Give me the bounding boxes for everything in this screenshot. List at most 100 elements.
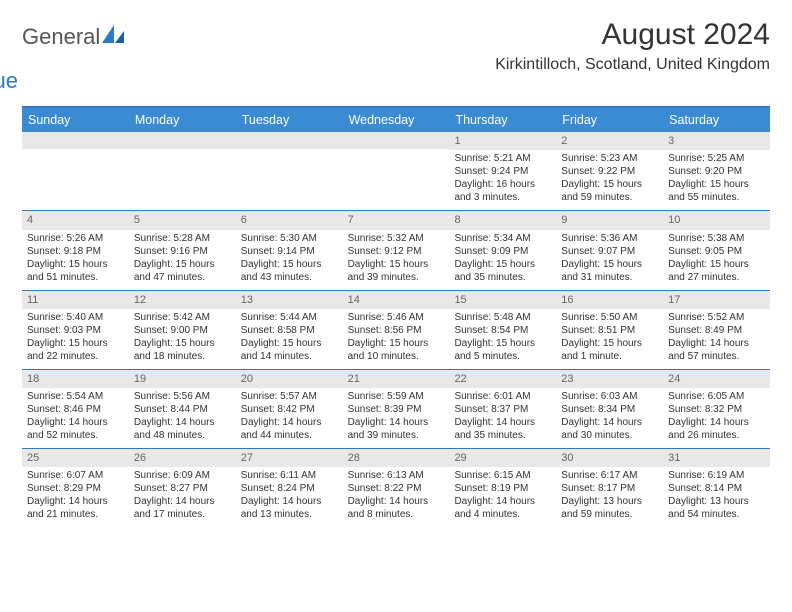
day-cell: 9Sunrise: 5:36 AMSunset: 9:07 PMDaylight… <box>556 211 663 289</box>
daylight: Daylight: 14 hours and 26 minutes. <box>668 416 765 442</box>
daylight: Daylight: 15 hours and 27 minutes. <box>668 258 765 284</box>
weekday-header: Thursday <box>449 108 556 132</box>
day-data: Sunrise: 6:01 AMSunset: 8:37 PMDaylight:… <box>449 388 556 448</box>
day-cell: 7Sunrise: 5:32 AMSunset: 9:12 PMDaylight… <box>343 211 450 289</box>
day-number: 13 <box>236 291 343 309</box>
day-data: Sunrise: 5:50 AMSunset: 8:51 PMDaylight:… <box>556 309 663 369</box>
day-cell: 28Sunrise: 6:13 AMSunset: 8:22 PMDayligh… <box>343 449 450 527</box>
sunset: Sunset: 8:42 PM <box>241 403 338 416</box>
day-cell <box>343 132 450 210</box>
day-data: Sunrise: 5:42 AMSunset: 9:00 PMDaylight:… <box>129 309 236 369</box>
daylight: Daylight: 15 hours and 51 minutes. <box>27 258 124 284</box>
sunset: Sunset: 8:24 PM <box>241 482 338 495</box>
sunset: Sunset: 8:19 PM <box>454 482 551 495</box>
day-number: 19 <box>129 370 236 388</box>
day-data: Sunrise: 5:57 AMSunset: 8:42 PMDaylight:… <box>236 388 343 448</box>
sunrise: Sunrise: 5:40 AM <box>27 311 124 324</box>
sunset: Sunset: 8:44 PM <box>134 403 231 416</box>
day-cell: 6Sunrise: 5:30 AMSunset: 9:14 PMDaylight… <box>236 211 343 289</box>
day-data: Sunrise: 5:30 AMSunset: 9:14 PMDaylight:… <box>236 230 343 290</box>
day-number: 1 <box>449 132 556 150</box>
day-cell: 8Sunrise: 5:34 AMSunset: 9:09 PMDaylight… <box>449 211 556 289</box>
day-data: Sunrise: 6:11 AMSunset: 8:24 PMDaylight:… <box>236 467 343 527</box>
day-number: 14 <box>343 291 450 309</box>
sunset: Sunset: 9:05 PM <box>668 245 765 258</box>
weekday-header: Friday <box>556 108 663 132</box>
day-data <box>236 149 343 157</box>
day-number <box>22 132 129 149</box>
day-data: Sunrise: 5:32 AMSunset: 9:12 PMDaylight:… <box>343 230 450 290</box>
daylight: Daylight: 14 hours and 4 minutes. <box>454 495 551 521</box>
sunrise: Sunrise: 5:46 AM <box>348 311 445 324</box>
sunset: Sunset: 8:56 PM <box>348 324 445 337</box>
daylight: Daylight: 15 hours and 35 minutes. <box>454 258 551 284</box>
sunset: Sunset: 9:18 PM <box>27 245 124 258</box>
day-number: 28 <box>343 449 450 467</box>
sunrise: Sunrise: 6:19 AM <box>668 469 765 482</box>
daylight: Daylight: 15 hours and 18 minutes. <box>134 337 231 363</box>
day-cell: 13Sunrise: 5:44 AMSunset: 8:58 PMDayligh… <box>236 291 343 369</box>
day-data: Sunrise: 6:05 AMSunset: 8:32 PMDaylight:… <box>663 388 770 448</box>
day-cell: 25Sunrise: 6:07 AMSunset: 8:29 PMDayligh… <box>22 449 129 527</box>
sunrise: Sunrise: 5:25 AM <box>668 152 765 165</box>
sunset: Sunset: 8:46 PM <box>27 403 124 416</box>
daylight: Daylight: 14 hours and 30 minutes. <box>561 416 658 442</box>
sunrise: Sunrise: 5:32 AM <box>348 232 445 245</box>
daylight: Daylight: 16 hours and 3 minutes. <box>454 178 551 204</box>
sunset: Sunset: 8:51 PM <box>561 324 658 337</box>
sunrise: Sunrise: 5:23 AM <box>561 152 658 165</box>
sunset: Sunset: 8:39 PM <box>348 403 445 416</box>
day-number: 10 <box>663 211 770 229</box>
sunrise: Sunrise: 6:01 AM <box>454 390 551 403</box>
logo-text-blue: Blue <box>0 68 18 94</box>
daylight: Daylight: 15 hours and 5 minutes. <box>454 337 551 363</box>
sunset: Sunset: 8:49 PM <box>668 324 765 337</box>
daylight: Daylight: 14 hours and 57 minutes. <box>668 337 765 363</box>
sunset: Sunset: 8:27 PM <box>134 482 231 495</box>
sunrise: Sunrise: 6:07 AM <box>27 469 124 482</box>
sunset: Sunset: 8:17 PM <box>561 482 658 495</box>
day-number <box>129 132 236 149</box>
sunrise: Sunrise: 5:42 AM <box>134 311 231 324</box>
day-number: 6 <box>236 211 343 229</box>
sunrise: Sunrise: 6:13 AM <box>348 469 445 482</box>
logo: General Blue <box>22 18 126 94</box>
sunrise: Sunrise: 6:17 AM <box>561 469 658 482</box>
day-data <box>22 149 129 157</box>
day-data: Sunrise: 5:36 AMSunset: 9:07 PMDaylight:… <box>556 230 663 290</box>
calendar-page: General Blue August 2024 Kirkintilloch, … <box>0 0 792 545</box>
daylight: Daylight: 15 hours and 1 minute. <box>561 337 658 363</box>
day-data: Sunrise: 5:59 AMSunset: 8:39 PMDaylight:… <box>343 388 450 448</box>
day-data <box>343 149 450 157</box>
daylight: Daylight: 15 hours and 31 minutes. <box>561 258 658 284</box>
day-data: Sunrise: 5:23 AMSunset: 9:22 PMDaylight:… <box>556 150 663 210</box>
daylight: Daylight: 14 hours and 13 minutes. <box>241 495 338 521</box>
daylight: Daylight: 13 hours and 59 minutes. <box>561 495 658 521</box>
sunset: Sunset: 9:12 PM <box>348 245 445 258</box>
day-number: 26 <box>129 449 236 467</box>
day-data: Sunrise: 6:07 AMSunset: 8:29 PMDaylight:… <box>22 467 129 527</box>
weekday-header: Wednesday <box>343 108 450 132</box>
daylight: Daylight: 15 hours and 10 minutes. <box>348 337 445 363</box>
logo-sail-icon <box>102 25 126 50</box>
day-cell: 10 Sunrise: 5:38 AMSunset: 9:05 PMDayligh… <box>663 211 770 289</box>
day-number: 11 <box>22 291 129 309</box>
sunrise: Sunrise: 5:38 AM <box>668 232 765 245</box>
week-row: 25Sunrise: 6:07 AMSunset: 8:29 PMDayligh… <box>22 448 770 527</box>
day-number <box>236 132 343 149</box>
day-number: 20 <box>236 370 343 388</box>
sunrise: Sunrise: 5:30 AM <box>241 232 338 245</box>
day-cell: 26Sunrise: 6:09 AMSunset: 8:27 PMDayligh… <box>129 449 236 527</box>
day-cell: 30Sunrise: 6:17 AMSunset: 8:17 PMDayligh… <box>556 449 663 527</box>
day-cell: 15Sunrise: 5:48 AMSunset: 8:54 PMDayligh… <box>449 291 556 369</box>
day-data: Sunrise: 5:21 AMSunset: 9:24 PMDaylight:… <box>449 150 556 210</box>
daylight: Daylight: 14 hours and 21 minutes. <box>27 495 124 521</box>
day-number: 18 <box>22 370 129 388</box>
sunrise: Sunrise: 5:36 AM <box>561 232 658 245</box>
day-data: Sunrise: 5:56 AMSunset: 8:44 PMDaylight:… <box>129 388 236 448</box>
sunset: Sunset: 9:24 PM <box>454 165 551 178</box>
daylight: Daylight: 14 hours and 48 minutes. <box>134 416 231 442</box>
day-number: 27 <box>236 449 343 467</box>
sunrise: Sunrise: 6:15 AM <box>454 469 551 482</box>
day-data: Sunrise: 5:28 AMSunset: 9:16 PMDaylight:… <box>129 230 236 290</box>
